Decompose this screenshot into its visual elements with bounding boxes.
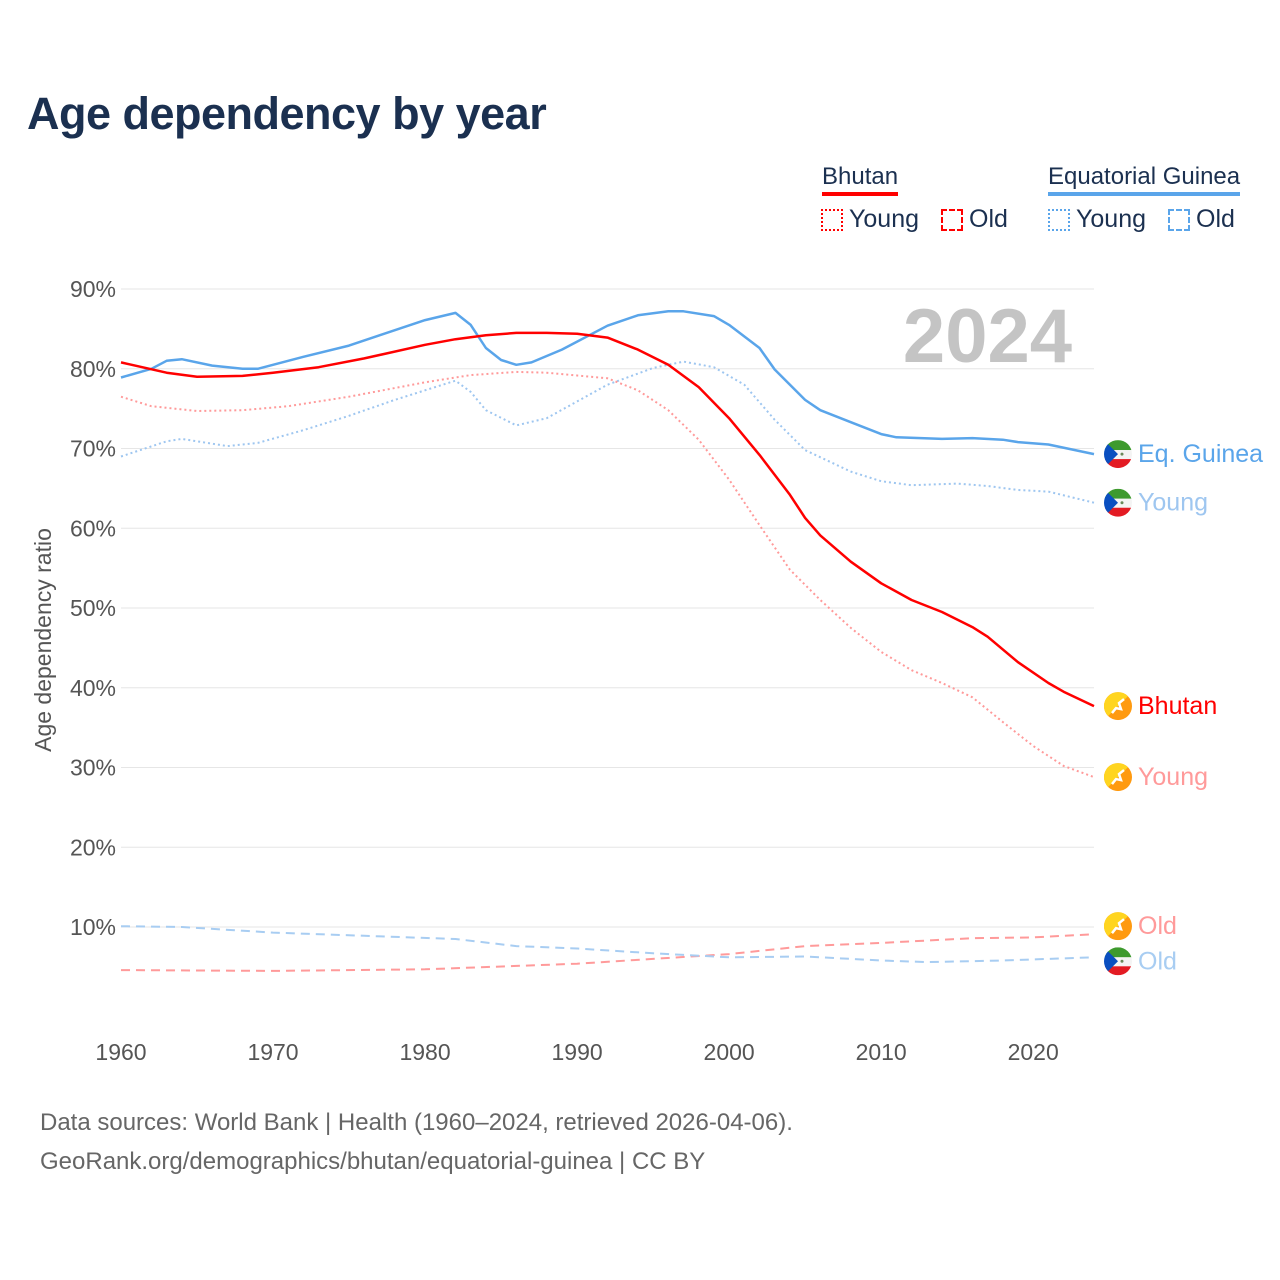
end-label-group: Young [1104,763,1208,792]
dashed-swatch-icon [1168,208,1190,231]
end-label: Eq. Guinea [1138,440,1263,468]
y-tick-label: 80% [70,356,116,382]
legend-eq-guinea-old[interactable]: Old [1168,205,1235,234]
y-tick-label: 30% [70,755,116,781]
x-tick-label: 2000 [704,1039,755,1065]
end-label-group: Young [1104,488,1208,517]
y-tick-label: 60% [70,515,116,541]
x-tick-label: 1970 [247,1039,298,1065]
equatorial-guinea-flag-icon [1104,488,1132,517]
x-tick-label: 2020 [1008,1039,1059,1065]
bhutan-flag-icon [1104,912,1132,941]
legend-bhutan-young[interactable]: Young [821,205,919,234]
legend-eq-guinea-young[interactable]: Young [1048,205,1146,234]
year-watermark: 2024 [903,294,1072,379]
legend-label: Young [849,205,919,233]
series-line-equatorial-guinea-old[interactable] [120,925,1095,964]
x-tick-label: 1990 [552,1039,603,1065]
x-tick-label: 2010 [856,1039,907,1065]
y-tick-label: 10% [70,914,116,940]
dashed-swatch-icon [941,208,963,231]
y-tick-label: 70% [70,436,116,462]
legend-eq-guinea[interactable]: Equatorial Guinea [1048,163,1241,196]
equatorial-guinea-flag-icon [1104,947,1132,976]
legend-bhutan-old[interactable]: Old [941,205,1008,234]
bhutan-flag-icon [1104,763,1132,792]
y-tick-label: 40% [70,675,116,701]
y-tick-label: 50% [70,595,116,621]
equatorial-guinea-flag-icon [1104,440,1132,469]
end-label-group: Bhutan [1104,692,1217,721]
end-label-group: Eq. Guinea [1104,440,1263,469]
end-label: Old [1138,912,1177,940]
end-label: Old [1138,947,1177,975]
series-line-bhutan-young[interactable] [120,370,1095,779]
y-tick-label: 20% [70,834,116,860]
footer-sources: Data sources: World Bank | Health (1960–… [40,1109,793,1136]
end-label: Young [1138,763,1208,791]
end-label-group: Old [1104,947,1177,976]
dotted-swatch-icon [1048,208,1070,231]
end-label-group: Old [1104,912,1177,941]
end-label: Bhutan [1138,692,1217,720]
line-chart: 10% 20% 30% 40% 50% 60% 70% 80% 90% 1960 1970 1980 1… [30,276,1263,1065]
legend-label: Old [1196,205,1235,233]
dotted-swatch-icon [821,208,843,231]
chart-title: Age dependency by year [27,88,547,139]
x-tick-label: 1960 [95,1039,146,1065]
series-line-equatorial-guinea-young[interactable] [120,360,1095,504]
x-tick-label: 1980 [399,1039,450,1065]
y-axis-label: Age dependency ratio [30,528,56,752]
bhutan-flag-icon [1104,692,1132,721]
footer-link[interactable]: GeoRank.org/demographics/bhutan/equatori… [40,1148,706,1175]
series-line-bhutan[interactable] [120,331,1095,708]
series-line-equatorial-guinea[interactable] [120,310,1095,456]
legend-label: Old [969,205,1008,233]
series-line-bhutan-old[interactable] [120,933,1095,972]
legend-bhutan[interactable]: Bhutan [822,163,899,196]
legend-label: Young [1076,205,1146,233]
end-label: Young [1138,489,1208,517]
y-tick-label: 90% [70,276,116,302]
